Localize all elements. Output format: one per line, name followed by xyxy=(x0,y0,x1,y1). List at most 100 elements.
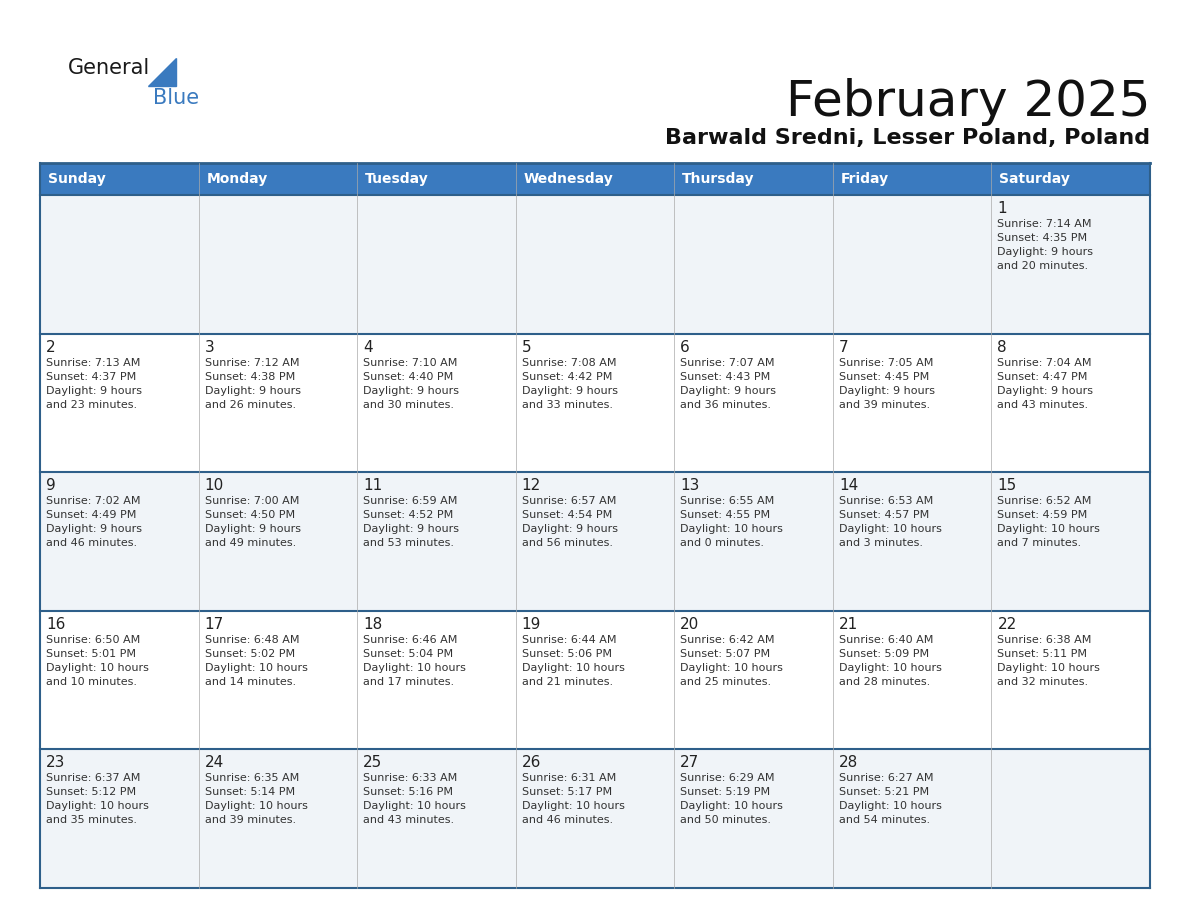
Bar xyxy=(516,333,675,472)
Text: Sunrise: 6:40 AM
Sunset: 5:09 PM
Daylight: 10 hours
and 28 minutes.: Sunrise: 6:40 AM Sunset: 5:09 PM Dayligh… xyxy=(839,635,942,687)
Text: Sunrise: 7:02 AM
Sunset: 4:49 PM
Daylight: 9 hours
and 46 minutes.: Sunrise: 7:02 AM Sunset: 4:49 PM Dayligh… xyxy=(46,497,143,548)
Bar xyxy=(833,749,992,888)
Bar xyxy=(198,610,358,749)
Bar xyxy=(992,333,1150,472)
Text: Sunrise: 7:10 AM
Sunset: 4:40 PM
Daylight: 9 hours
and 30 minutes.: Sunrise: 7:10 AM Sunset: 4:40 PM Dayligh… xyxy=(364,358,459,409)
Text: 16: 16 xyxy=(46,617,65,632)
Text: 22: 22 xyxy=(998,617,1017,632)
Bar xyxy=(833,333,992,472)
Text: 20: 20 xyxy=(681,617,700,632)
Bar xyxy=(833,610,992,749)
Text: 28: 28 xyxy=(839,756,858,770)
Bar xyxy=(198,749,358,888)
Text: Sunrise: 6:55 AM
Sunset: 4:55 PM
Daylight: 10 hours
and 0 minutes.: Sunrise: 6:55 AM Sunset: 4:55 PM Dayligh… xyxy=(681,497,783,548)
Text: 4: 4 xyxy=(364,340,373,354)
Text: 24: 24 xyxy=(204,756,223,770)
Bar xyxy=(40,333,198,472)
Text: Sunrise: 7:07 AM
Sunset: 4:43 PM
Daylight: 9 hours
and 36 minutes.: Sunrise: 7:07 AM Sunset: 4:43 PM Dayligh… xyxy=(681,358,776,409)
Text: Wednesday: Wednesday xyxy=(524,172,613,186)
Text: 11: 11 xyxy=(364,478,383,493)
Bar xyxy=(358,749,516,888)
Bar xyxy=(992,195,1150,333)
Text: Barwald Sredni, Lesser Poland, Poland: Barwald Sredni, Lesser Poland, Poland xyxy=(665,128,1150,148)
Text: 25: 25 xyxy=(364,756,383,770)
Text: Sunrise: 6:33 AM
Sunset: 5:16 PM
Daylight: 10 hours
and 43 minutes.: Sunrise: 6:33 AM Sunset: 5:16 PM Dayligh… xyxy=(364,773,466,825)
Bar xyxy=(675,195,833,333)
Text: 14: 14 xyxy=(839,478,858,493)
Bar xyxy=(675,333,833,472)
Text: Sunrise: 6:57 AM
Sunset: 4:54 PM
Daylight: 9 hours
and 56 minutes.: Sunrise: 6:57 AM Sunset: 4:54 PM Dayligh… xyxy=(522,497,618,548)
Text: 7: 7 xyxy=(839,340,848,354)
Bar xyxy=(833,472,992,610)
Bar xyxy=(516,610,675,749)
Text: Sunrise: 6:37 AM
Sunset: 5:12 PM
Daylight: 10 hours
and 35 minutes.: Sunrise: 6:37 AM Sunset: 5:12 PM Dayligh… xyxy=(46,773,148,825)
Bar xyxy=(198,195,358,333)
Text: 23: 23 xyxy=(46,756,65,770)
Text: Sunrise: 7:13 AM
Sunset: 4:37 PM
Daylight: 9 hours
and 23 minutes.: Sunrise: 7:13 AM Sunset: 4:37 PM Dayligh… xyxy=(46,358,143,409)
Text: Sunrise: 6:53 AM
Sunset: 4:57 PM
Daylight: 10 hours
and 3 minutes.: Sunrise: 6:53 AM Sunset: 4:57 PM Dayligh… xyxy=(839,497,942,548)
Bar xyxy=(833,195,992,333)
Bar xyxy=(516,195,675,333)
Bar xyxy=(198,333,358,472)
Text: 26: 26 xyxy=(522,756,541,770)
Text: Saturday: Saturday xyxy=(999,172,1070,186)
Text: Sunrise: 7:04 AM
Sunset: 4:47 PM
Daylight: 9 hours
and 43 minutes.: Sunrise: 7:04 AM Sunset: 4:47 PM Dayligh… xyxy=(998,358,1093,409)
Bar xyxy=(40,749,198,888)
Text: Sunrise: 6:27 AM
Sunset: 5:21 PM
Daylight: 10 hours
and 54 minutes.: Sunrise: 6:27 AM Sunset: 5:21 PM Dayligh… xyxy=(839,773,942,825)
Bar xyxy=(198,472,358,610)
Bar xyxy=(40,472,198,610)
Text: 15: 15 xyxy=(998,478,1017,493)
Text: Monday: Monday xyxy=(207,172,267,186)
Text: Thursday: Thursday xyxy=(682,172,754,186)
Bar xyxy=(40,610,198,749)
Text: Sunrise: 6:42 AM
Sunset: 5:07 PM
Daylight: 10 hours
and 25 minutes.: Sunrise: 6:42 AM Sunset: 5:07 PM Dayligh… xyxy=(681,635,783,687)
Text: 13: 13 xyxy=(681,478,700,493)
Text: 17: 17 xyxy=(204,617,223,632)
Bar xyxy=(358,333,516,472)
Bar xyxy=(516,472,675,610)
Text: Sunrise: 6:46 AM
Sunset: 5:04 PM
Daylight: 10 hours
and 17 minutes.: Sunrise: 6:46 AM Sunset: 5:04 PM Dayligh… xyxy=(364,635,466,687)
Bar xyxy=(675,749,833,888)
Text: 9: 9 xyxy=(46,478,56,493)
Bar xyxy=(992,749,1150,888)
Text: Sunrise: 6:29 AM
Sunset: 5:19 PM
Daylight: 10 hours
and 50 minutes.: Sunrise: 6:29 AM Sunset: 5:19 PM Dayligh… xyxy=(681,773,783,825)
Bar xyxy=(516,749,675,888)
Text: 1: 1 xyxy=(998,201,1007,216)
Text: Sunrise: 6:35 AM
Sunset: 5:14 PM
Daylight: 10 hours
and 39 minutes.: Sunrise: 6:35 AM Sunset: 5:14 PM Dayligh… xyxy=(204,773,308,825)
Bar xyxy=(358,195,516,333)
Text: Sunrise: 6:48 AM
Sunset: 5:02 PM
Daylight: 10 hours
and 14 minutes.: Sunrise: 6:48 AM Sunset: 5:02 PM Dayligh… xyxy=(204,635,308,687)
Text: February 2025: February 2025 xyxy=(785,78,1150,126)
Text: Sunrise: 6:38 AM
Sunset: 5:11 PM
Daylight: 10 hours
and 32 minutes.: Sunrise: 6:38 AM Sunset: 5:11 PM Dayligh… xyxy=(998,635,1100,687)
Bar xyxy=(40,163,1150,195)
Text: 5: 5 xyxy=(522,340,531,354)
Text: Tuesday: Tuesday xyxy=(365,172,429,186)
Text: 19: 19 xyxy=(522,617,541,632)
Text: 12: 12 xyxy=(522,478,541,493)
Bar xyxy=(675,610,833,749)
Text: 6: 6 xyxy=(681,340,690,354)
Bar xyxy=(675,472,833,610)
Text: 2: 2 xyxy=(46,340,56,354)
Text: Sunday: Sunday xyxy=(48,172,106,186)
Text: Sunrise: 7:12 AM
Sunset: 4:38 PM
Daylight: 9 hours
and 26 minutes.: Sunrise: 7:12 AM Sunset: 4:38 PM Dayligh… xyxy=(204,358,301,409)
Text: 27: 27 xyxy=(681,756,700,770)
Text: Sunrise: 7:14 AM
Sunset: 4:35 PM
Daylight: 9 hours
and 20 minutes.: Sunrise: 7:14 AM Sunset: 4:35 PM Dayligh… xyxy=(998,219,1093,271)
Text: General: General xyxy=(68,58,150,78)
Text: Sunrise: 6:50 AM
Sunset: 5:01 PM
Daylight: 10 hours
and 10 minutes.: Sunrise: 6:50 AM Sunset: 5:01 PM Dayligh… xyxy=(46,635,148,687)
Text: Sunrise: 6:31 AM
Sunset: 5:17 PM
Daylight: 10 hours
and 46 minutes.: Sunrise: 6:31 AM Sunset: 5:17 PM Dayligh… xyxy=(522,773,625,825)
Bar xyxy=(40,195,198,333)
Bar xyxy=(992,610,1150,749)
Text: 3: 3 xyxy=(204,340,214,354)
Text: Blue: Blue xyxy=(153,88,200,108)
Text: Sunrise: 6:52 AM
Sunset: 4:59 PM
Daylight: 10 hours
and 7 minutes.: Sunrise: 6:52 AM Sunset: 4:59 PM Dayligh… xyxy=(998,497,1100,548)
Text: Sunrise: 6:44 AM
Sunset: 5:06 PM
Daylight: 10 hours
and 21 minutes.: Sunrise: 6:44 AM Sunset: 5:06 PM Dayligh… xyxy=(522,635,625,687)
Bar xyxy=(992,472,1150,610)
Text: 8: 8 xyxy=(998,340,1007,354)
Text: 18: 18 xyxy=(364,617,383,632)
Text: Sunrise: 7:08 AM
Sunset: 4:42 PM
Daylight: 9 hours
and 33 minutes.: Sunrise: 7:08 AM Sunset: 4:42 PM Dayligh… xyxy=(522,358,618,409)
Text: Sunrise: 6:59 AM
Sunset: 4:52 PM
Daylight: 9 hours
and 53 minutes.: Sunrise: 6:59 AM Sunset: 4:52 PM Dayligh… xyxy=(364,497,459,548)
Text: Sunrise: 7:05 AM
Sunset: 4:45 PM
Daylight: 9 hours
and 39 minutes.: Sunrise: 7:05 AM Sunset: 4:45 PM Dayligh… xyxy=(839,358,935,409)
Text: Friday: Friday xyxy=(841,172,889,186)
Text: 10: 10 xyxy=(204,478,223,493)
Text: Sunrise: 7:00 AM
Sunset: 4:50 PM
Daylight: 9 hours
and 49 minutes.: Sunrise: 7:00 AM Sunset: 4:50 PM Dayligh… xyxy=(204,497,301,548)
